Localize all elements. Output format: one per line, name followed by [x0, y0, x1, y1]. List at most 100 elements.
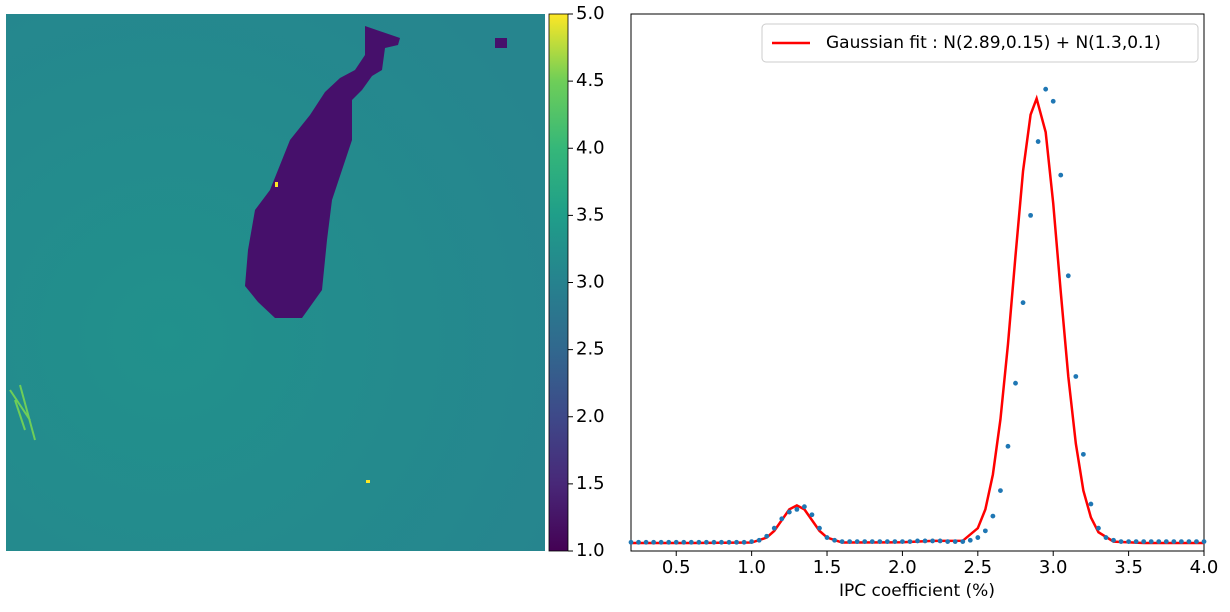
data-point [892, 539, 898, 545]
data-point [854, 539, 860, 545]
heatmap-speck [366, 480, 370, 483]
data-point [1013, 380, 1018, 386]
legend-label: Gaussian fit : N(2.89,0.15) + N(1.3,0.1) [826, 33, 1161, 53]
data-point [1141, 539, 1147, 545]
data-point [734, 539, 739, 545]
colorbar-tick-label: 2.5 [576, 339, 605, 360]
data-point [749, 539, 755, 545]
data-point [1133, 539, 1139, 545]
data-point [1163, 539, 1169, 545]
data-point [1148, 539, 1154, 545]
data-point [1050, 98, 1056, 104]
data-point [1111, 537, 1116, 543]
data-point [1103, 535, 1109, 540]
data-point [982, 528, 988, 534]
data-point [900, 539, 905, 545]
data-point [839, 539, 845, 545]
x-tick-label: 4.0 [1190, 557, 1219, 578]
data-point [779, 516, 785, 522]
data-point [786, 509, 792, 515]
x-tick-label: 3.0 [1039, 557, 1068, 578]
data-point [1178, 539, 1184, 545]
data-point [1186, 539, 1192, 545]
x-tick-label: 1.0 [737, 557, 766, 578]
colorbar-tick-label: 4.5 [576, 70, 605, 91]
x-tick-label: 1.5 [813, 557, 842, 578]
data-point [952, 539, 958, 545]
fit-line [631, 94, 1204, 545]
data-point [794, 506, 800, 512]
data-point [628, 539, 634, 545]
data-point [643, 539, 649, 545]
data-point [884, 539, 890, 545]
colorbar-tick-label: 4.0 [576, 137, 605, 158]
data-point [1028, 212, 1033, 218]
data-point [869, 539, 875, 545]
data-point [1073, 374, 1079, 379]
heatmap-speck [9, 384, 36, 441]
data-point [975, 535, 981, 540]
heatmap-speck [495, 38, 507, 48]
data-point [1020, 300, 1026, 306]
data-point [688, 539, 694, 545]
data-point [764, 533, 770, 539]
data-point [726, 539, 732, 545]
data-point [658, 539, 664, 545]
data-point [960, 539, 966, 545]
heatmap-speck [275, 182, 278, 187]
data-point [636, 539, 641, 545]
data-point [719, 539, 724, 545]
data-point [1126, 539, 1132, 545]
legend-box [761, 23, 1199, 63]
data-point [1156, 539, 1162, 545]
data-point [809, 512, 815, 518]
data-point [945, 539, 951, 545]
data-point [711, 539, 717, 545]
data-point [930, 538, 935, 544]
data-point [703, 539, 709, 545]
data-point [1035, 139, 1041, 144]
colorbar-axis: 1.0 1.5 2.0 2.5 3.0 3.5 4.0 4.5 5.0 [568, 3, 605, 561]
data-point [1194, 539, 1199, 545]
legend: Gaussian fit : N(2.89,0.15) + N(1.3,0.1) [761, 23, 1199, 63]
data-point [847, 539, 853, 545]
data-point [915, 538, 920, 544]
colorbar-tick-label: 1.0 [576, 540, 605, 561]
plot-frame [630, 13, 1205, 552]
data-point [937, 538, 943, 544]
data-point [741, 539, 747, 545]
data-point [998, 488, 1003, 493]
data-point [922, 538, 928, 544]
data-point [771, 525, 777, 531]
data-point [1080, 451, 1086, 457]
x-tick-label: 3.5 [1114, 557, 1143, 578]
data-point [666, 539, 672, 545]
data-point [1171, 539, 1177, 545]
data-point [907, 539, 913, 545]
data-point [1043, 86, 1049, 92]
data-point [1005, 443, 1011, 449]
heatmap-image [6, 14, 545, 551]
colorbar-tick-label: 3.0 [576, 272, 605, 293]
data-point [756, 537, 762, 543]
data-point [651, 539, 657, 545]
data-point [1096, 525, 1101, 531]
data-point [990, 513, 996, 519]
data-point [1201, 539, 1207, 545]
data-point [673, 539, 679, 545]
x-tick-label: 0.5 [662, 557, 691, 578]
colorbar-tick-label: 1.5 [576, 473, 605, 494]
data-point [802, 504, 807, 510]
data-point [681, 539, 687, 545]
x-tick-label: 2.5 [963, 557, 992, 578]
colorbar [548, 13, 569, 552]
data-point [1058, 172, 1064, 178]
heatmap-region [245, 26, 400, 318]
x-axis-label: IPC coefficient (%) [839, 581, 995, 601]
data-point [1065, 273, 1071, 279]
data-point [877, 539, 883, 545]
data-point [832, 537, 837, 543]
data-point [1088, 501, 1094, 507]
